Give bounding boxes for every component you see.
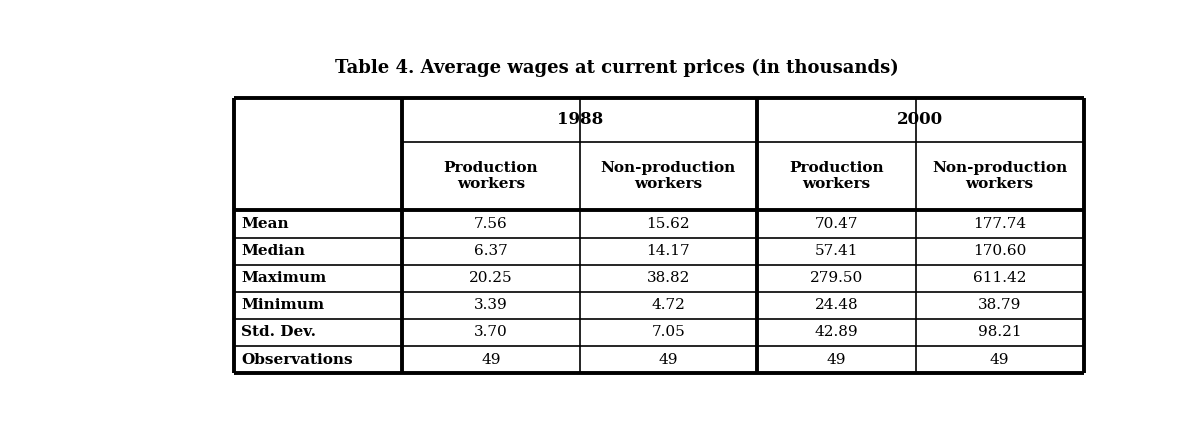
Text: 1988: 1988 — [556, 112, 603, 129]
Text: 49: 49 — [482, 353, 501, 367]
Text: 170.60: 170.60 — [973, 244, 1026, 258]
Text: 7.56: 7.56 — [474, 217, 508, 231]
Text: 70.47: 70.47 — [815, 217, 858, 231]
Text: Non-production
workers: Non-production workers — [601, 161, 736, 191]
Text: Mean: Mean — [241, 217, 289, 231]
Text: 4.72: 4.72 — [651, 298, 685, 312]
Text: Observations: Observations — [241, 353, 353, 367]
Text: Non-production
workers: Non-production workers — [932, 161, 1067, 191]
Text: 49: 49 — [827, 353, 846, 367]
Text: Minimum: Minimum — [241, 298, 324, 312]
Text: 98.21: 98.21 — [978, 326, 1021, 340]
Text: 20.25: 20.25 — [470, 271, 513, 285]
Text: 38.82: 38.82 — [647, 271, 690, 285]
Text: 177.74: 177.74 — [973, 217, 1026, 231]
Text: 279.50: 279.50 — [810, 271, 863, 285]
Text: 2000: 2000 — [897, 112, 944, 129]
Text: 49: 49 — [990, 353, 1009, 367]
Text: 15.62: 15.62 — [647, 217, 690, 231]
Text: Production
workers: Production workers — [789, 161, 884, 191]
Text: 3.70: 3.70 — [474, 326, 508, 340]
Text: Table 4. Average wages at current prices (in thousands): Table 4. Average wages at current prices… — [335, 59, 899, 77]
Text: 7.05: 7.05 — [651, 326, 685, 340]
Text: 3.39: 3.39 — [474, 298, 508, 312]
Text: 24.48: 24.48 — [815, 298, 858, 312]
Text: Production
workers: Production workers — [444, 161, 538, 191]
Text: Std. Dev.: Std. Dev. — [241, 326, 315, 340]
Text: 49: 49 — [659, 353, 678, 367]
Text: 14.17: 14.17 — [647, 244, 690, 258]
Text: 38.79: 38.79 — [978, 298, 1021, 312]
Text: 611.42: 611.42 — [973, 271, 1026, 285]
Text: 6.37: 6.37 — [474, 244, 508, 258]
Text: Maximum: Maximum — [241, 271, 326, 285]
Text: Median: Median — [241, 244, 305, 258]
Text: 57.41: 57.41 — [815, 244, 858, 258]
Text: 42.89: 42.89 — [815, 326, 858, 340]
